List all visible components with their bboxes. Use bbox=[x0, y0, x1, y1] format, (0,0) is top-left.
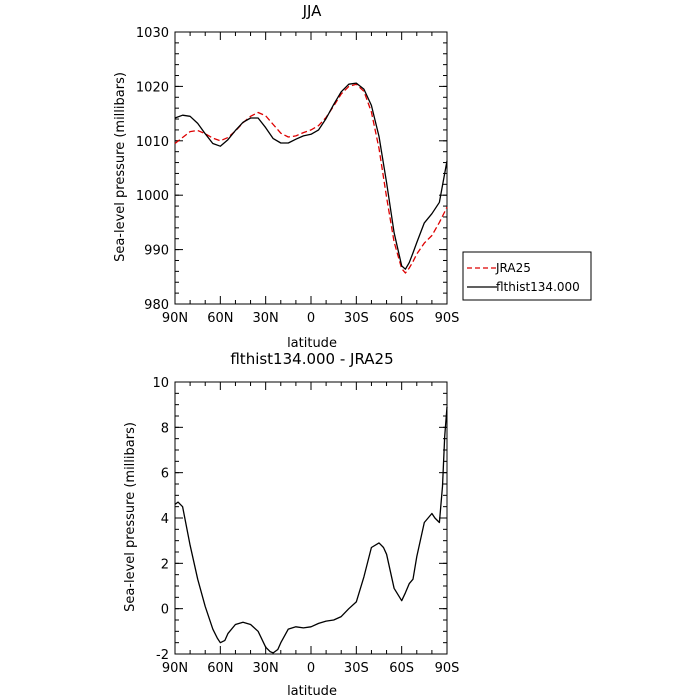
x-tick-label: 30S bbox=[344, 661, 369, 676]
x-tick-label: 60S bbox=[389, 311, 414, 326]
y-tick-label: 1000 bbox=[136, 189, 169, 204]
x-tick-label: 60S bbox=[389, 661, 414, 676]
series-line-jra25 bbox=[174, 83, 448, 274]
x-tick-label: 90N bbox=[162, 311, 188, 326]
y-tick-label: 2 bbox=[161, 557, 169, 572]
series-line-flthist134-000 bbox=[174, 82, 448, 270]
bottom-chart-title: flthist134.000 - JRA25 bbox=[230, 350, 393, 368]
y-tick-label: 1030 bbox=[136, 26, 169, 41]
bottom-panel-difference: flthist134.000 - JRA25 latitude Sea-leve… bbox=[123, 350, 459, 699]
bottom-x-axis-label: latitude bbox=[287, 684, 337, 699]
y-tick-label: 980 bbox=[144, 298, 169, 313]
legend-box bbox=[462, 251, 592, 301]
top-x-axis-label: latitude bbox=[287, 336, 337, 351]
bottom-plot-frame bbox=[174, 381, 448, 655]
y-tick-label: 1020 bbox=[136, 80, 169, 95]
x-tick-label: 60N bbox=[207, 661, 233, 676]
y-tick-label: 8 bbox=[161, 421, 169, 436]
y-tick-label: 6 bbox=[161, 467, 169, 482]
legend-label-jra25: JRA25 bbox=[495, 261, 531, 275]
x-tick-label: 30N bbox=[253, 311, 279, 326]
legend-label-flthist: flthist134.000 bbox=[496, 280, 580, 294]
x-tick-label: 30N bbox=[253, 661, 279, 676]
series-line-difference bbox=[174, 406, 448, 654]
y-tick-label: 0 bbox=[161, 603, 169, 618]
y-tick-label: -2 bbox=[156, 648, 169, 663]
x-tick-label: 30S bbox=[344, 311, 369, 326]
x-tick-label: 0 bbox=[307, 661, 315, 676]
top-legend: JRA25 flthist134.000 bbox=[462, 251, 592, 301]
y-tick-label: 1010 bbox=[136, 135, 169, 150]
top-y-axis-label: Sea-level pressure (millibars) bbox=[113, 72, 128, 262]
top-panel-jja: JJA latitude Sea-level pressure (milliba… bbox=[113, 2, 592, 351]
top-chart-title: JJA bbox=[302, 2, 323, 20]
y-tick-label: 10 bbox=[152, 376, 169, 391]
x-tick-label: 90N bbox=[162, 661, 188, 676]
top-plot-frame bbox=[174, 31, 448, 305]
x-tick-label: 0 bbox=[307, 311, 315, 326]
x-tick-label: 90S bbox=[435, 661, 460, 676]
x-tick-label: 90S bbox=[435, 311, 460, 326]
x-tick-label: 60N bbox=[207, 311, 233, 326]
y-tick-label: 4 bbox=[161, 512, 169, 527]
bottom-y-axis-label: Sea-level pressure (millibars) bbox=[123, 422, 138, 612]
y-tick-label: 990 bbox=[144, 244, 169, 259]
